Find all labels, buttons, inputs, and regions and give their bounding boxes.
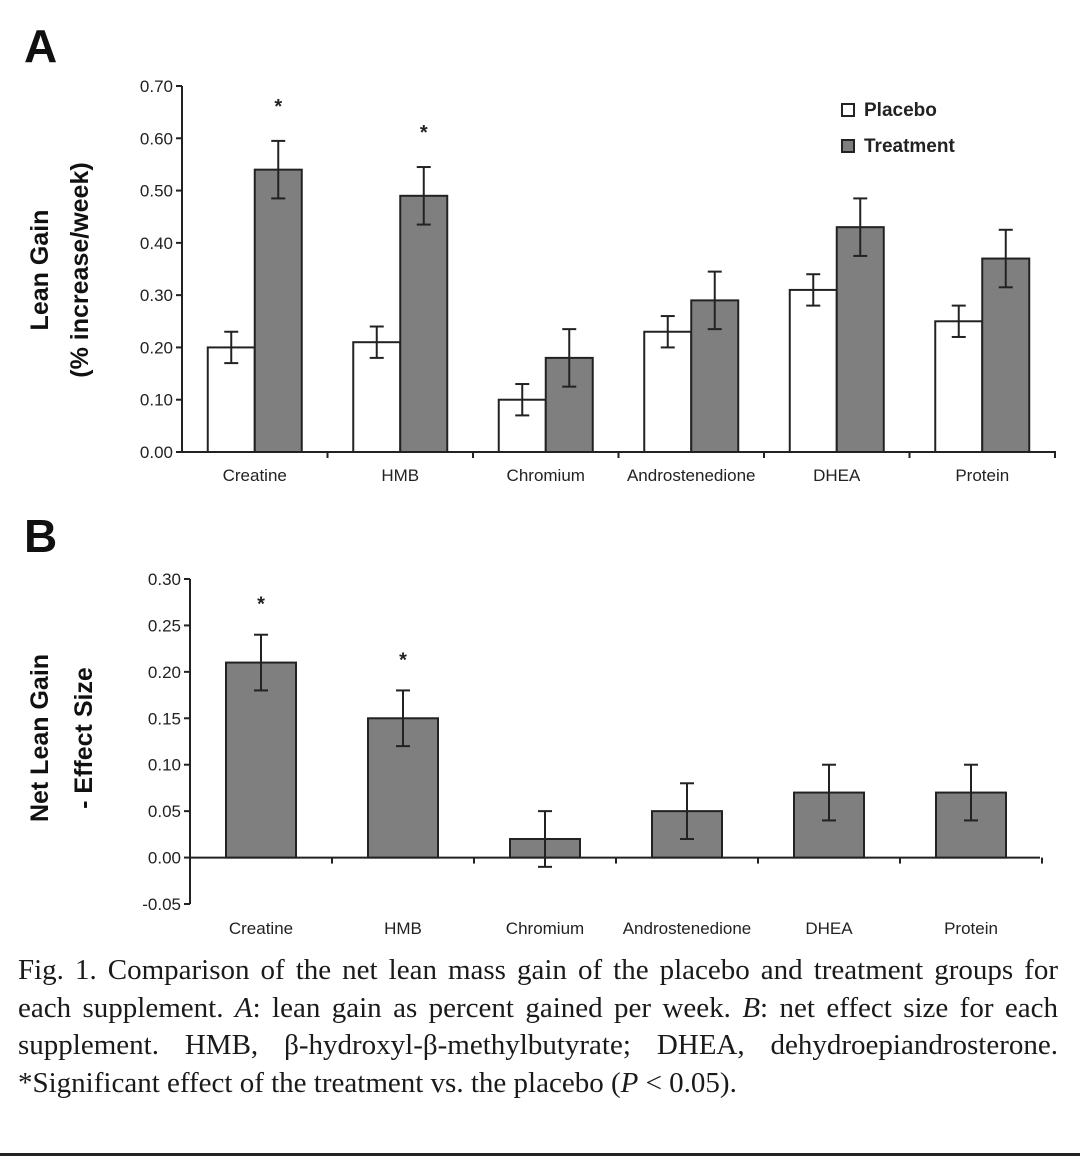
chart-a-error-bar-chromium-placebo (515, 383, 530, 417)
chart-a-bar-androstenedione-placebo (643, 330, 693, 453)
chart-a-category-label-protein: Protein (955, 466, 1009, 485)
chart-b-y-axis-title: Net Lean Gain (26, 654, 54, 822)
chart-b-significance-star-hmb: * (399, 649, 407, 671)
chart-a-error-bar-dhea-treatment (853, 197, 868, 257)
chart-a-legend: Placebo Treatment (841, 100, 955, 157)
chart-a-error-bar-protein-placebo (951, 304, 966, 338)
chart-a-error-bar-hmb-placebo (369, 325, 384, 359)
figure-caption: Fig. 1. Comparison of the net lean mass … (18, 952, 1058, 1102)
chart-b-effect-size: -0.05 0.00 0.05 0.10 0.15 0.20 0.25 0.30 Net Lea… (26, 570, 1043, 938)
caption-text-4: < 0.05). (638, 1066, 737, 1099)
chart-a-y-tick-label: 0.50 (140, 182, 173, 201)
bottom-rule (0, 1153, 1080, 1156)
caption-text-2: : lean gain as percent gained per week. (252, 991, 743, 1024)
chart-b-significance-star-creatine: * (257, 594, 265, 616)
chart-b-error-bar-creatine-effect (254, 633, 268, 692)
chart-b-category-label-protein: Protein (944, 919, 998, 938)
chart-a-bar-creatine-placebo (206, 346, 256, 453)
chart-a-bar-creatine-treatment (253, 168, 303, 454)
chart-b-y-tick-label: 0.15 (148, 709, 181, 728)
chart-a-bar-hmb-treatment (399, 194, 449, 454)
caption-b-label: B (742, 991, 761, 1024)
caption-text-3: : net effect size for each supplement. H… (18, 991, 1058, 1099)
chart-a-error-bar-creatine-placebo (224, 330, 239, 365)
chart-a-bar-dhea-treatment (835, 226, 885, 453)
chart-a-error-bar-chromium-treatment (562, 328, 577, 388)
chart-b-bar-protein-effect (935, 791, 1007, 859)
chart-a-y-tick-label: 0.00 (140, 443, 173, 462)
chart-a-error-bar-hmb-treatment (416, 166, 431, 226)
panel-a-letter: A (24, 20, 57, 72)
caption-text-1: Comparison of the net lean mass gain of … (18, 954, 1059, 1024)
chart-b-y-axis-subtitle: - Effect Size (70, 667, 98, 809)
chart-b-y-tick-label: 0.05 (148, 802, 181, 821)
legend-label-placebo: Placebo (864, 100, 937, 121)
legend-label-treatment: Treatment (864, 136, 955, 157)
chart-b-y-tick-label: 0.20 (148, 663, 181, 682)
chart-b-category-label-androstenedione: Androstenedione (623, 919, 752, 938)
chart-a-bar-protein-placebo (934, 320, 984, 453)
chart-b-y-tick-label: 0.25 (148, 616, 181, 635)
chart-a-y-tick-label: 0.60 (140, 129, 173, 148)
chart-b-error-bar-protein-effect (964, 763, 978, 822)
caption-fig-label: Fig. 1. (18, 954, 97, 986)
chart-a-error-bar-creatine-treatment (271, 139, 286, 200)
chart-a-category-label-hmb: HMB (381, 466, 419, 485)
chart-a-significance-star-hmb: * (420, 122, 428, 144)
chart-b-error-bar-androstenedione-effect (680, 782, 694, 840)
chart-b-y-tick-label: -0.05 (142, 895, 181, 914)
chart-a-error-bar-androstenedione-placebo (660, 315, 675, 349)
chart-b-y-tick-label: 0.30 (148, 570, 181, 589)
chart-b-category-label-creatine: Creatine (229, 919, 293, 938)
chart-b-error-bar-chromium-effect (538, 810, 552, 868)
legend-swatch-treatment (841, 139, 855, 153)
chart-b-category-label-chromium: Chromium (506, 919, 584, 938)
chart-b-bar-creatine-effect (225, 661, 297, 859)
legend-swatch-placebo (841, 103, 855, 117)
caption-p-label: P (620, 1066, 639, 1099)
caption-a-label: A (234, 991, 253, 1024)
chart-a-significance-star-creatine: * (274, 96, 282, 118)
figure: A B 0.00 0.10 0.20 0.30 0.40 0.50 0.60 0.70 Lean… (24, 20, 1056, 938)
chart-a-category-label-chromium: Chromium (507, 466, 585, 485)
chart-b-error-bar-hmb-effect (396, 689, 410, 748)
chart-a-y-tick-label: 0.40 (140, 234, 173, 253)
chart-b-y-tick-label: 0.00 (148, 849, 181, 868)
chart-a-y-axis-subtitle: (% increase/week) (66, 162, 94, 377)
chart-a-category-label-creatine: Creatine (223, 466, 287, 485)
chart-a-bar-dhea-placebo (788, 288, 838, 453)
chart-a-error-bar-androstenedione-treatment (707, 270, 722, 331)
chart-b-category-label-hmb: HMB (384, 919, 422, 938)
chart-b-error-bar-dhea-effect (822, 763, 836, 822)
chart-a-y-tick-label: 0.30 (140, 286, 173, 305)
chart-b-category-label-dhea: DHEA (805, 919, 853, 938)
chart-a-category-label-dhea: DHEA (813, 466, 861, 485)
chart-a-y-tick-label: 0.10 (140, 391, 173, 410)
panel-b-letter: B (24, 510, 57, 562)
chart-a-error-bar-protein-treatment (998, 228, 1013, 289)
chart-b-y-tick-label: 0.10 (148, 756, 181, 775)
chart-a-y-axis-title: Lean Gain (26, 210, 54, 331)
chart-a-error-bar-dhea-placebo (806, 273, 821, 307)
chart-a-category-label-androstenedione: Androstenedione (627, 466, 756, 485)
chart-a-lean-gain: 0.00 0.10 0.20 0.30 0.40 0.50 0.60 0.70 Lean Gai… (26, 77, 1056, 485)
chart-a-y-tick-label: 0.70 (140, 77, 173, 96)
chart-a-y-tick-label: 0.20 (140, 338, 173, 357)
